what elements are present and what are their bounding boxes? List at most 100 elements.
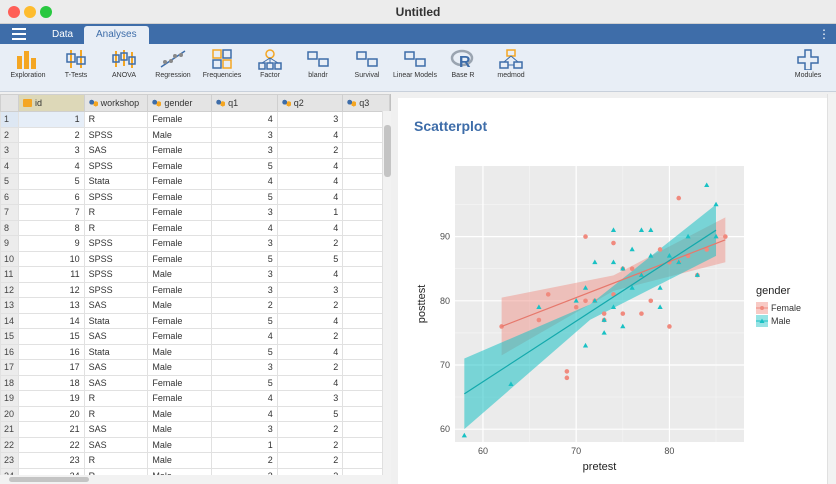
table-row[interactable]: 13 13 SAS Male 2 2 bbox=[0, 297, 390, 314]
table-row[interactable]: 21 21 SAS Male 3 2 bbox=[0, 421, 390, 438]
cell-q2[interactable]: 4 bbox=[276, 266, 344, 283]
cell-id[interactable]: 22 bbox=[18, 436, 85, 453]
cell-q1[interactable]: 3 bbox=[211, 421, 278, 438]
cell-id[interactable]: 15 bbox=[18, 328, 85, 345]
cell-q2[interactable]: 3 bbox=[276, 111, 344, 128]
cell-q2[interactable]: 2 bbox=[276, 452, 344, 469]
cell-id[interactable]: 7 bbox=[18, 204, 85, 221]
cell-gender[interactable]: Male bbox=[147, 452, 213, 469]
cell-q2[interactable]: 2 bbox=[276, 235, 344, 252]
cell-id[interactable]: 10 bbox=[18, 250, 85, 267]
cell-q1[interactable]: 4 bbox=[211, 111, 278, 128]
cell-q1[interactable]: 5 bbox=[211, 188, 278, 205]
cell-q1[interactable]: 5 bbox=[211, 374, 278, 391]
cell-q2[interactable]: 2 bbox=[276, 421, 344, 438]
grid-vertical-scrollbar[interactable] bbox=[382, 111, 391, 476]
cell-workshop[interactable]: SPSS bbox=[83, 250, 149, 267]
table-row[interactable]: 4 4 SPSS Female 5 4 bbox=[0, 157, 390, 174]
table-row[interactable]: 19 19 R Female 4 3 bbox=[0, 390, 390, 407]
cell-q2[interactable]: 2 bbox=[276, 297, 344, 314]
cell-q1[interactable]: 4 bbox=[211, 390, 278, 407]
table-row[interactable]: 18 18 SAS Female 5 4 bbox=[0, 374, 390, 391]
column-header-workshop[interactable]: workshop bbox=[83, 94, 149, 112]
ribbon-exploration-button[interactable]: Exploration bbox=[6, 48, 50, 79]
cell-gender[interactable]: Female bbox=[147, 235, 213, 252]
cell-workshop[interactable]: R bbox=[83, 390, 149, 407]
ribbon-base-r-button[interactable]: R Base R bbox=[448, 48, 478, 79]
cell-workshop[interactable]: SPSS bbox=[83, 266, 149, 283]
table-row[interactable]: 17 17 SAS Male 3 2 bbox=[0, 359, 390, 376]
ribbon-t-tests-button[interactable]: T-Tests bbox=[58, 48, 94, 79]
cell-workshop[interactable]: SPSS bbox=[83, 157, 149, 174]
cell-gender[interactable]: Male bbox=[147, 343, 213, 360]
cell-q2[interactable]: 4 bbox=[276, 343, 344, 360]
table-row[interactable]: 16 16 Stata Male 5 4 bbox=[0, 343, 390, 360]
cell-id[interactable]: 14 bbox=[18, 312, 85, 329]
table-row[interactable]: 20 20 R Male 4 5 bbox=[0, 405, 390, 422]
cell-workshop[interactable]: Stata bbox=[83, 343, 149, 360]
column-header-gender[interactable]: gender bbox=[147, 94, 213, 112]
cell-id[interactable]: 5 bbox=[18, 173, 85, 190]
cell-workshop[interactable]: SAS bbox=[83, 328, 149, 345]
table-row[interactable]: 12 12 SPSS Female 3 3 bbox=[0, 281, 390, 298]
table-row[interactable]: 15 15 SAS Female 4 2 bbox=[0, 328, 390, 345]
tab-analyses[interactable]: Analyses bbox=[84, 26, 149, 44]
cell-q2[interactable]: 2 bbox=[276, 436, 344, 453]
close-window-button[interactable] bbox=[8, 6, 20, 18]
table-row[interactable]: 11 11 SPSS Male 3 4 bbox=[0, 266, 390, 283]
cell-workshop[interactable]: SAS bbox=[83, 297, 149, 314]
table-row[interactable]: 5 5 Stata Female 4 4 bbox=[0, 173, 390, 190]
table-row[interactable]: 6 6 SPSS Female 5 4 bbox=[0, 188, 390, 205]
cell-id[interactable]: 18 bbox=[18, 374, 85, 391]
cell-q1[interactable]: 3 bbox=[211, 281, 278, 298]
cell-q2[interactable]: 2 bbox=[276, 359, 344, 376]
cell-q2[interactable]: 4 bbox=[276, 126, 344, 143]
cell-workshop[interactable]: R bbox=[83, 111, 149, 128]
maximize-window-button[interactable] bbox=[40, 6, 52, 18]
cell-q1[interactable]: 3 bbox=[211, 266, 278, 283]
cell-workshop[interactable]: SPSS bbox=[83, 281, 149, 298]
cell-q1[interactable]: 4 bbox=[211, 328, 278, 345]
cell-id[interactable]: 16 bbox=[18, 343, 85, 360]
ribbon-regression-button[interactable]: Regression bbox=[154, 48, 192, 79]
ribbon-medmod-button[interactable]: medmod bbox=[494, 48, 528, 79]
cell-gender[interactable]: Female bbox=[147, 111, 213, 128]
ribbon-blandr-button[interactable]: blandr bbox=[302, 48, 334, 79]
cell-workshop[interactable]: SPSS bbox=[83, 235, 149, 252]
cell-workshop[interactable]: R bbox=[83, 452, 149, 469]
table-row[interactable]: 7 7 R Female 3 1 bbox=[0, 204, 390, 221]
cell-gender[interactable]: Male bbox=[147, 126, 213, 143]
cell-id[interactable]: 2 bbox=[18, 126, 85, 143]
column-header-q1[interactable]: q1 bbox=[211, 94, 278, 112]
cell-q1[interactable]: 5 bbox=[211, 343, 278, 360]
cell-workshop[interactable]: SPSS bbox=[83, 126, 149, 143]
cell-id[interactable]: 8 bbox=[18, 219, 85, 236]
ribbon-anova-button[interactable]: ANOVA bbox=[106, 48, 142, 79]
cell-workshop[interactable]: Stata bbox=[83, 173, 149, 190]
cell-gender[interactable]: Female bbox=[147, 374, 213, 391]
cell-id[interactable]: 6 bbox=[18, 188, 85, 205]
cell-q1[interactable]: 4 bbox=[211, 219, 278, 236]
cell-q2[interactable]: 2 bbox=[276, 142, 344, 159]
column-header-q2[interactable]: q2 bbox=[276, 94, 344, 112]
table-row[interactable]: 14 14 Stata Female 5 4 bbox=[0, 312, 390, 329]
cell-gender[interactable]: Female bbox=[147, 188, 213, 205]
cell-id[interactable]: 4 bbox=[18, 157, 85, 174]
ribbon-frequencies-button[interactable]: Frequencies bbox=[202, 48, 242, 79]
menu-icon[interactable] bbox=[12, 28, 26, 40]
cell-workshop[interactable]: SAS bbox=[83, 359, 149, 376]
cell-gender[interactable]: Female bbox=[147, 328, 213, 345]
cell-q1[interactable]: 4 bbox=[211, 405, 278, 422]
cell-q2[interactable]: 4 bbox=[276, 173, 344, 190]
cell-q1[interactable]: 2 bbox=[211, 297, 278, 314]
grid-horizontal-scrollbar[interactable] bbox=[0, 475, 391, 484]
results-vertical-scrollbar[interactable] bbox=[827, 94, 836, 484]
cell-workshop[interactable]: SAS bbox=[83, 436, 149, 453]
cell-id[interactable]: 13 bbox=[18, 297, 85, 314]
cell-gender[interactable]: Male bbox=[147, 421, 213, 438]
cell-gender[interactable]: Female bbox=[147, 173, 213, 190]
cell-q1[interactable]: 3 bbox=[211, 359, 278, 376]
table-row[interactable]: 10 10 SPSS Female 5 5 bbox=[0, 250, 390, 267]
cell-q2[interactable]: 5 bbox=[276, 405, 344, 422]
cell-id[interactable]: 21 bbox=[18, 421, 85, 438]
